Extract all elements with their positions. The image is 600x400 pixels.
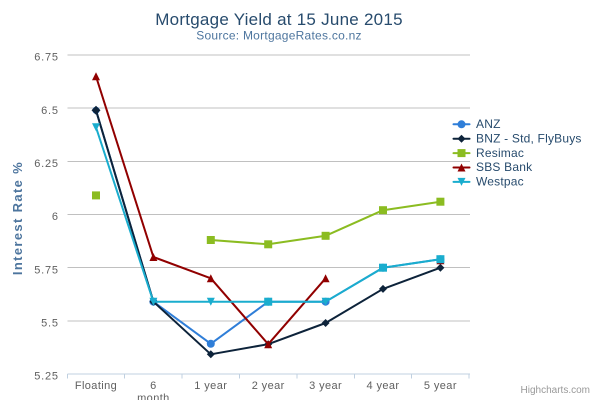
svg-text:Floating: Floating bbox=[75, 380, 117, 392]
svg-text:month: month bbox=[137, 392, 170, 400]
svg-text:Mortgage Yield at 15 June 2015: Mortgage Yield at 15 June 2015 bbox=[155, 10, 403, 29]
svg-text:6: 6 bbox=[150, 380, 157, 392]
svg-text:SBS Bank: SBS Bank bbox=[476, 160, 533, 174]
svg-text:2 year: 2 year bbox=[252, 380, 285, 392]
svg-text:5.5: 5.5 bbox=[41, 317, 59, 329]
svg-text:Source: MortgageRates.co.nz: Source: MortgageRates.co.nz bbox=[196, 29, 362, 43]
svg-text:Interest Rate %: Interest Rate % bbox=[10, 161, 25, 275]
svg-text:4 year: 4 year bbox=[367, 380, 400, 392]
svg-text:6.5: 6.5 bbox=[41, 105, 59, 117]
svg-text:1 year: 1 year bbox=[194, 380, 227, 392]
svg-text:5.25: 5.25 bbox=[34, 371, 59, 383]
svg-text:Westpac: Westpac bbox=[476, 175, 524, 189]
svg-text:Resimac: Resimac bbox=[476, 146, 524, 160]
svg-text:5 year: 5 year bbox=[424, 380, 457, 392]
svg-text:6.25: 6.25 bbox=[34, 158, 59, 170]
svg-text:BNZ - Std, FlyBuys: BNZ - Std, FlyBuys bbox=[476, 131, 582, 145]
svg-text:5.75: 5.75 bbox=[34, 264, 59, 276]
svg-text:6: 6 bbox=[52, 211, 59, 223]
svg-text:ANZ: ANZ bbox=[476, 117, 501, 131]
svg-text:3 year: 3 year bbox=[309, 380, 342, 392]
svg-text:6.75: 6.75 bbox=[34, 52, 59, 64]
svg-text:Highcharts.com: Highcharts.com bbox=[521, 385, 590, 396]
